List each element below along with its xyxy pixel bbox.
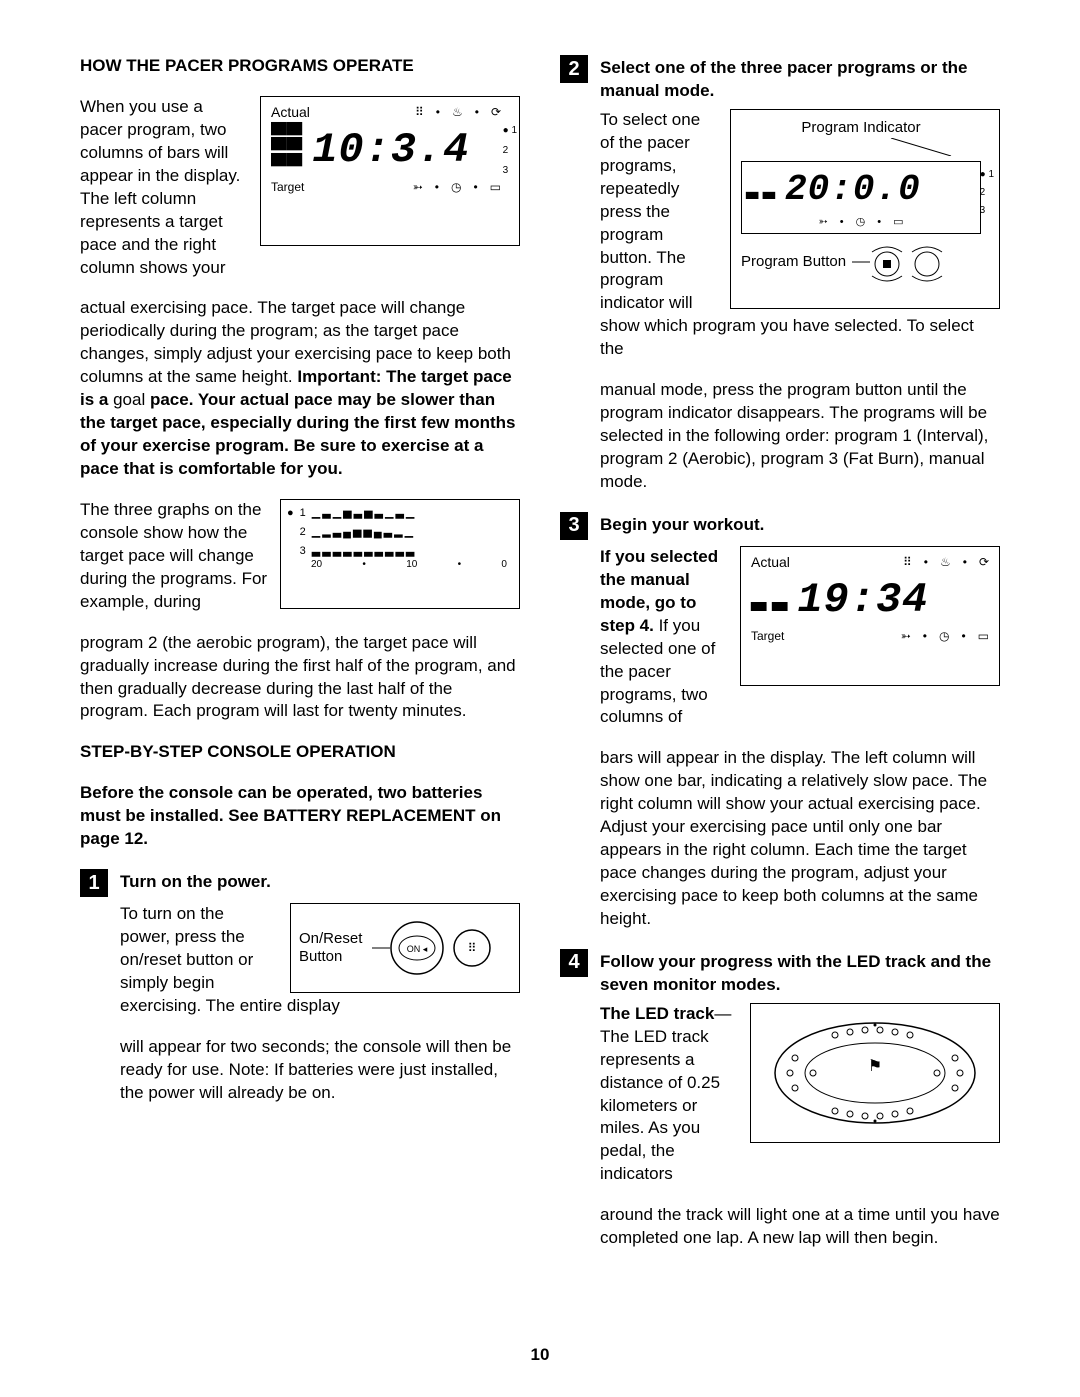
step-3-header: 3 Begin your workout. — [560, 512, 1000, 540]
p2b: program 2 (the aerobic program), the tar… — [80, 632, 520, 724]
fig1-icon-row-2: ➳ • ◷ • ▭ — [413, 179, 501, 195]
bars-icon: ▀▀▀▀▀▀ — [271, 127, 302, 173]
fig-onreset: On/Reset Button ON ◂ ⠿ — [290, 903, 520, 993]
graph-bars-2: ▁▂▃▄▅▅▄▃▂▁ — [312, 525, 513, 540]
fig3-label-2: Button — [299, 948, 362, 966]
right-column: 2 Select one of the three pacer programs… — [560, 55, 1000, 1268]
step3-b: bars will appear in the display. The lef… — [600, 747, 1000, 931]
runner-icon: ➳ — [819, 215, 828, 230]
bars-icon: ▃ ▃ — [746, 180, 775, 202]
step-1-title: Turn on the power. — [120, 869, 520, 897]
step-2-number: 2 — [560, 55, 588, 83]
dots-icon: ⠿ — [415, 104, 424, 120]
fig1-side-1: 1 — [511, 125, 517, 136]
fig2-row-1: 1 — [300, 506, 306, 521]
fig-program-indicator: Program Indicator ▃ ▃ 20:0.0 ➳• ◷• ▭ — [730, 109, 1000, 309]
svg-text:⚑: ⚑ — [868, 1058, 882, 1075]
step4-a-rest: —The LED track represents a distance of … — [600, 1004, 731, 1184]
fig2-axis-r: 0 — [501, 558, 507, 572]
dot-icon: • — [436, 104, 440, 120]
clock-icon: ◷ — [451, 179, 461, 195]
page-number: 10 — [0, 1344, 1080, 1367]
fig2-axis-l: 20 — [311, 558, 322, 572]
step-1-body: On/Reset Button ON ◂ ⠿ To turn — [80, 903, 520, 1105]
onreset-button-diagram: ON ◂ ⠿ — [372, 913, 492, 983]
step-3-number: 3 — [560, 512, 588, 540]
pre-note: Before the console can be operated, two … — [80, 782, 520, 851]
fig-display-pacer: Actual ⠿ • ♨ • ⟳ ▀▀▀▀▀▀ 10:3.4 — [260, 96, 520, 246]
step1-b: will appear for two seconds; the console… — [120, 1036, 520, 1105]
step-2-body: Program Indicator ▃ ▃ 20:0.0 ➳• ◷• ▭ — [560, 109, 1000, 494]
section-heading-operation: STEP-BY-STEP CONSOLE OPERATION — [80, 741, 520, 764]
program-button-diagram — [852, 242, 962, 282]
fig4-display-value: 20:0.0 — [785, 166, 921, 215]
fig3-label-1: On/Reset — [299, 930, 362, 948]
battery-icon: ▭ — [893, 215, 903, 230]
fig2-row-2: 2 — [300, 525, 306, 540]
fig-workout-display: Actual ⠿• ♨• ⟳ ▃ ▃ 19:34 Tar — [740, 546, 1000, 686]
fig-led-track: ⚑ — [750, 1003, 1000, 1143]
fig4-side-3: 3 — [980, 205, 986, 216]
led-track-diagram: ⚑ — [765, 1013, 985, 1133]
fig1-side-3: 3 — [503, 165, 509, 176]
clock-icon: ◷ — [939, 628, 949, 644]
step4-a-bold: The LED track — [600, 1004, 714, 1023]
p1b: actual exercising pace. The target pace … — [80, 297, 520, 481]
step-4-title: Follow your progress with the LED track … — [600, 949, 1000, 997]
fig1-side-2: 2 — [503, 145, 509, 156]
svg-text:⠿: ⠿ — [468, 941, 477, 955]
two-column-layout: HOW THE PACER PROGRAMS OPERATE Actual ⠿ … — [80, 55, 1000, 1268]
fig4-side-1: 1 — [988, 169, 994, 180]
step4-b: around the track will light one at a tim… — [600, 1204, 1000, 1250]
left-column: HOW THE PACER PROGRAMS OPERATE Actual ⠿ … — [80, 55, 520, 1268]
graph-bars-3: ▃▃▃▃▃▃▃▃▃▃ — [312, 544, 513, 559]
p1b-bold2: pace. Your actual pace may be slower tha… — [80, 390, 515, 478]
dot-icon: • — [475, 104, 479, 120]
fig1-display-value: 10:3.4 — [312, 122, 469, 179]
step-4-number: 4 — [560, 949, 588, 977]
clock-icon: ◷ — [856, 215, 866, 230]
graph-bars-1: ▁▃▁▅▃▅▃▁▃▁ — [312, 506, 513, 521]
bars-icon: ▃ ▃ — [751, 587, 787, 614]
flame-icon: ♨ — [940, 554, 951, 570]
step-1-header: 1 Turn on the power. — [80, 869, 520, 897]
fig5-target-label: Target — [751, 628, 784, 644]
fig4-bottom-label: Program Button — [741, 252, 846, 272]
step-4-header: 4 Follow your progress with the LED trac… — [560, 949, 1000, 997]
step-1-number: 1 — [80, 869, 108, 897]
fig2-block: ●1 ▁▃▁▅▃▅▃▁▃▁ ●2 ▁▂▃▄▅▅▄▃▂▁ ●3 ▃▃▃▃▃▃▃▃▃… — [80, 499, 520, 614]
fig2-axis-m: 10 — [406, 558, 417, 572]
fig4-top-label: Program Indicator — [741, 118, 981, 138]
fig1-block: Actual ⠿ • ♨ • ⟳ ▀▀▀▀▀▀ 10:3.4 — [80, 96, 520, 280]
fig-graphs: ●1 ▁▃▁▅▃▅▃▁▃▁ ●2 ▁▂▃▄▅▅▄▃▂▁ ●3 ▃▃▃▃▃▃▃▃▃… — [280, 499, 520, 609]
fig5-actual-label: Actual — [751, 553, 790, 572]
fig1-target-label: Target — [271, 179, 304, 195]
battery-icon: ▭ — [490, 179, 501, 195]
runner-icon: ➳ — [413, 179, 423, 195]
flame-icon: ♨ — [452, 104, 463, 120]
step-2-header: 2 Select one of the three pacer programs… — [560, 55, 1000, 103]
step-4-body: ⚑ The LED track—The LED track represents… — [560, 1003, 1000, 1250]
fig1-icon-row: ⠿ • ♨ • ⟳ — [415, 104, 501, 120]
cycle-icon: ⟳ — [491, 104, 501, 120]
step-2-title: Select one of the three pacer programs o… — [600, 55, 1000, 103]
step2-b: manual mode, press the program button un… — [600, 379, 1000, 494]
fig5-display-value: 19:34 — [797, 572, 928, 629]
on-label: ON ◂ — [407, 944, 428, 954]
fig4-side-2: 2 — [980, 187, 986, 198]
step-3-body: Actual ⠿• ♨• ⟳ ▃ ▃ 19:34 Tar — [560, 546, 1000, 931]
fig2-row-3: 3 — [300, 544, 306, 559]
p1b-goal: goal — [113, 390, 145, 409]
runner-icon: ➳ — [901, 628, 911, 644]
battery-icon: ▭ — [978, 628, 989, 644]
fig1-actual-label: Actual — [271, 103, 310, 122]
step-3-title: Begin your workout. — [600, 512, 1000, 540]
section-heading-pacer: HOW THE PACER PROGRAMS OPERATE — [80, 55, 520, 78]
dots-icon: ⠿ — [903, 554, 912, 570]
cycle-icon: ⟳ — [979, 554, 989, 570]
